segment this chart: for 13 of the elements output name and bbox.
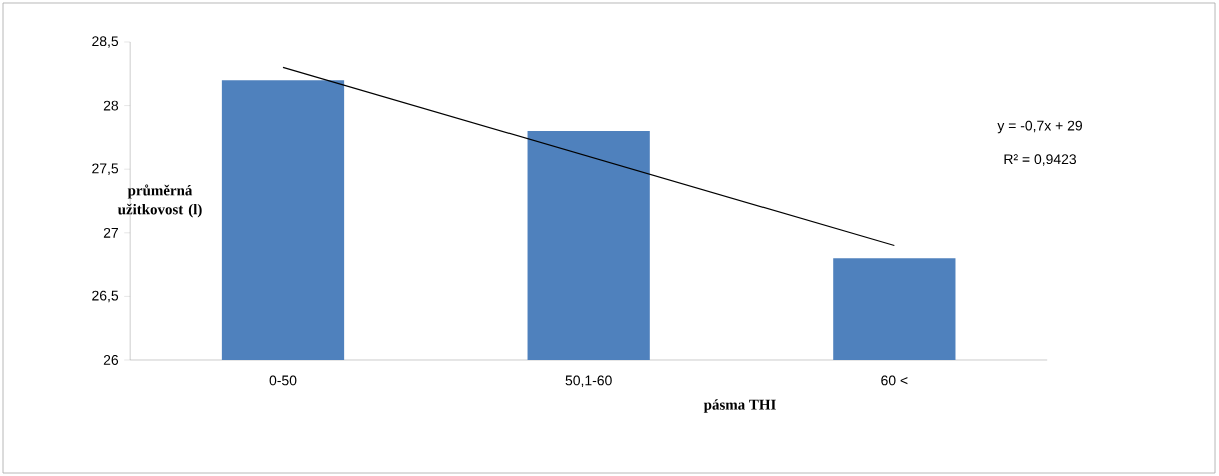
x-tick-label: 0-50: [269, 375, 297, 386]
y-axis-title: průměrná užitkovost (l): [117, 184, 202, 218]
y-tick-label: 26: [103, 355, 119, 365]
y-tick-label: 27,5: [92, 163, 119, 175]
annotation: y = -0,7x + 29: [997, 120, 1082, 134]
annotation: R² = 0,9423: [1004, 154, 1077, 166]
x-tick-label: 50,1-60: [565, 375, 612, 387]
x-tick-label: 60 <: [881, 375, 908, 386]
y-tick-label: 27: [103, 227, 118, 238]
x-axis-title: pásma THI: [703, 399, 776, 413]
y-tick-label: 28: [103, 100, 119, 111]
y-tick-label: 28,5: [92, 36, 119, 48]
y-tick-label: 26,5: [92, 290, 119, 303]
